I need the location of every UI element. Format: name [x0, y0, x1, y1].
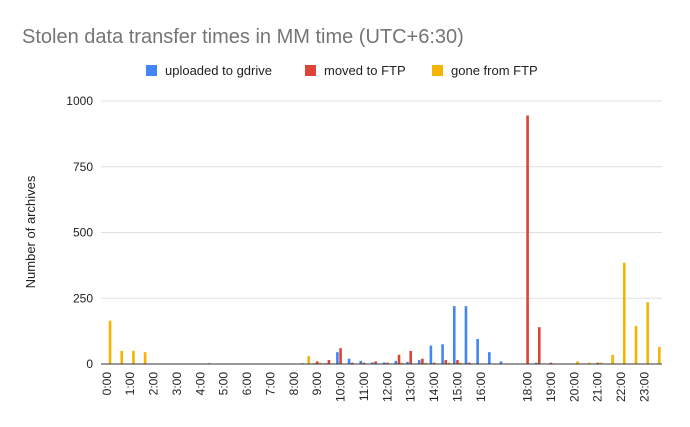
bar-gone-from-ftp — [143, 352, 147, 364]
bar-uploaded-to-gdrive — [382, 362, 386, 364]
bar-uploaded-to-gdrive — [336, 352, 339, 364]
bar-uploaded-to-gdrive — [464, 306, 468, 364]
legend: uploaded to gdrive moved to FTP gone from … — [146, 63, 538, 78]
y-tick-label: 1000 — [66, 94, 93, 108]
bar-moved-to-ftp — [374, 361, 377, 364]
bar-moved-to-ftp — [386, 362, 389, 364]
bar-moved-to-ftp — [409, 350, 413, 364]
bar-moved-to-ftp — [339, 348, 342, 364]
x-tick-label: 1:00 — [123, 372, 137, 396]
y-tick-label: 250 — [73, 291, 93, 305]
x-tick-label: 9:00 — [310, 372, 324, 396]
bar-gone-from-ftp — [447, 362, 451, 364]
bar-gone-from-ftp — [132, 350, 135, 364]
bar-moved-to-ftp — [526, 115, 529, 364]
bar-uploaded-to-gdrive — [359, 360, 363, 364]
x-axis-ticks: 0:00 1:00 2:00 3:00 4:00 5:00 6:00 7:00 8:00 9:00… — [100, 372, 652, 402]
bar-moved-to-ftp — [444, 360, 448, 364]
x-tick-label: 19:00 — [544, 372, 558, 402]
x-tick-label: 16:00 — [474, 372, 488, 402]
legend-swatch — [146, 65, 157, 76]
y-tick-label: 750 — [73, 160, 93, 174]
bar-uploaded-to-gdrive — [534, 362, 538, 364]
x-tick-label: 15:00 — [451, 372, 465, 402]
x-tick-label: 21:00 — [591, 372, 605, 402]
bar-gone-from-ftp — [400, 362, 404, 364]
bars — [108, 115, 661, 364]
legend-label: moved to FTP — [324, 63, 406, 78]
legend-swatch — [432, 65, 443, 76]
bar-moved-to-ftp — [456, 360, 459, 364]
bar-moved-to-ftp — [467, 362, 471, 364]
bar-moved-to-ftp — [327, 360, 331, 364]
bar-moved-to-ftp — [537, 327, 541, 364]
x-tick-label: 22:00 — [614, 372, 628, 402]
bar-gone-from-ftp — [459, 362, 462, 364]
bar-moved-to-ftp — [421, 358, 424, 364]
bar-moved-to-ftp — [397, 354, 401, 364]
bar-uploaded-to-gdrive — [488, 352, 491, 364]
bar-gone-from-ftp — [634, 325, 638, 364]
x-tick-label: 7:00 — [264, 372, 278, 396]
x-tick-label: 13:00 — [404, 372, 418, 402]
bar-uploaded-to-gdrive — [394, 360, 398, 364]
bar-moved-to-ftp — [350, 362, 354, 364]
y-axis-label: Number of archives — [23, 175, 38, 288]
bar-uploaded-to-gdrive — [499, 361, 503, 364]
y-tick-label: 0 — [86, 357, 93, 371]
legend-label: gone from FTP — [451, 63, 538, 78]
bar-uploaded-to-gdrive — [406, 361, 409, 364]
legend-label: uploaded to gdrive — [165, 63, 272, 78]
bar-uploaded-to-gdrive — [371, 362, 374, 364]
x-tick-label: 3:00 — [170, 372, 184, 396]
bar-gone-from-ftp — [120, 350, 124, 364]
gridlines — [101, 100, 662, 299]
bar-moved-to-ftp — [315, 361, 319, 364]
bar-gone-from-ftp — [658, 346, 661, 364]
x-tick-label: 2:00 — [147, 372, 161, 396]
x-tick-label: 8:00 — [287, 372, 301, 396]
bar-uploaded-to-gdrive — [452, 306, 456, 364]
bar-moved-to-ftp — [432, 362, 436, 364]
bar-uploaded-to-gdrive — [476, 339, 479, 364]
bar-moved-to-ftp — [549, 362, 553, 364]
bar-moved-to-ftp — [596, 362, 600, 364]
x-tick-label: 20:00 — [567, 372, 581, 402]
bar-uploaded-to-gdrive — [347, 358, 351, 364]
bar-gone-from-ftp — [599, 362, 603, 364]
bar-moved-to-ftp — [362, 362, 366, 364]
bar-gone-from-ftp — [424, 362, 427, 364]
x-tick-label: 0:00 — [100, 372, 114, 396]
bar-gone-from-ftp — [108, 320, 112, 364]
bar-gone-from-ftp — [587, 362, 591, 364]
x-tick-label: 23:00 — [638, 372, 652, 402]
bar-gone-from-ftp — [576, 361, 579, 364]
bar-gone-from-ftp — [622, 262, 626, 364]
bar-uploaded-to-gdrive — [417, 360, 421, 364]
y-tick-label: 500 — [73, 226, 93, 240]
x-tick-label: 18:00 — [521, 372, 535, 402]
x-tick-label: 4:00 — [193, 372, 207, 396]
bar-uploaded-to-gdrive — [441, 344, 444, 364]
legend-swatch — [305, 65, 316, 76]
x-tick-label: 5:00 — [217, 372, 231, 396]
x-tick-label: 6:00 — [240, 372, 254, 396]
bar-gone-from-ftp — [646, 302, 649, 364]
bar-gone-from-ftp — [611, 354, 614, 364]
y-axis-ticks: 0 250 500 750 1000 — [66, 94, 93, 371]
x-tick-label: 14:00 — [427, 372, 441, 402]
bar-gone-from-ftp — [319, 362, 322, 364]
x-tick-label: 11:00 — [357, 372, 371, 401]
x-tick-label: 10:00 — [334, 372, 348, 402]
chart-title: Stolen data transfer times in MM time (U… — [22, 26, 464, 48]
bar-uploaded-to-gdrive — [429, 345, 433, 364]
bar-gone-from-ftp — [307, 356, 311, 364]
x-tick-label: 12:00 — [380, 372, 394, 402]
